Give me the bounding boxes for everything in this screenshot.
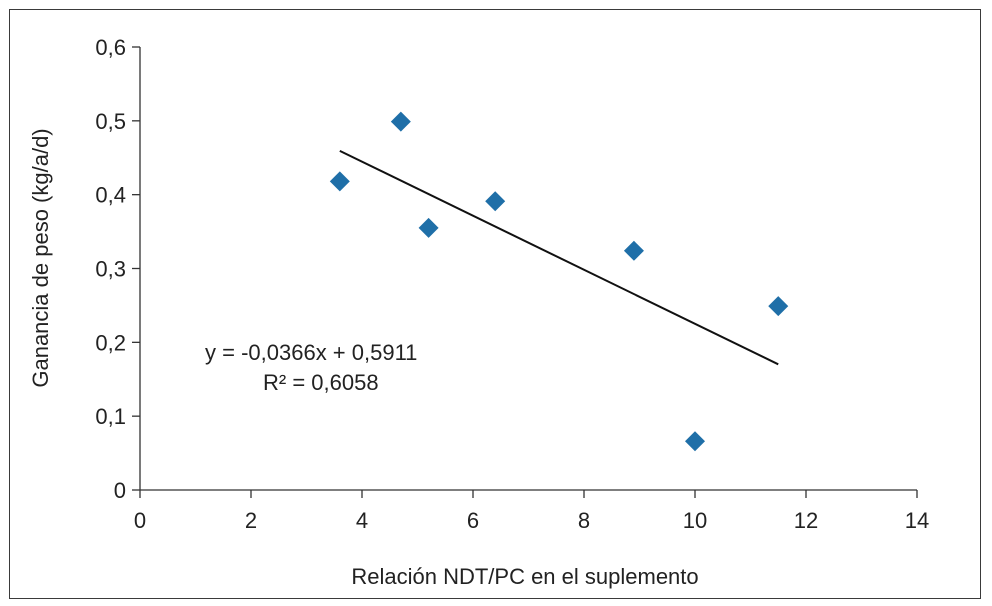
data-point <box>390 111 411 132</box>
x-ticks: 0 2 4 6 8 10 12 14 <box>134 490 929 533</box>
y-tick-label: 0,4 <box>95 183 126 208</box>
y-tick-label: 0,3 <box>95 257 126 282</box>
data-point <box>623 240 644 261</box>
y-tick-label: 0,5 <box>95 109 126 134</box>
y-tick-label: 0,6 <box>95 35 126 60</box>
x-tick-label: 8 <box>578 508 590 533</box>
y-tick-label: 0 <box>114 478 126 503</box>
x-tick-label: 14 <box>905 508 929 533</box>
data-point <box>418 217 439 238</box>
x-axis-title: Relación NDT/PC en el suplemento <box>351 564 698 589</box>
trendline <box>339 149 779 366</box>
data-point <box>685 431 705 452</box>
x-tick-label: 10 <box>683 508 707 533</box>
chart-frame <box>9 9 981 599</box>
x-tick-label: 12 <box>794 508 818 533</box>
trendline-r-squared: R² = 0,6058 <box>263 370 379 395</box>
axes <box>139 47 917 491</box>
data-point <box>768 296 789 317</box>
trendline-equation: y = -0,0366x + 0,5911 <box>205 340 417 365</box>
x-tick-label: 6 <box>467 508 479 533</box>
x-tick-label: 2 <box>245 508 257 533</box>
y-axis-title: Ganancia de peso (kg/a/d) <box>28 128 53 387</box>
data-point <box>329 171 350 192</box>
x-tick-label: 0 <box>134 508 146 533</box>
y-ticks: 0 0,1 0,2 0,3 0,4 0,5 0,6 <box>95 35 140 503</box>
y-tick-label: 0,1 <box>95 404 126 429</box>
data-points <box>329 111 789 452</box>
data-point <box>485 191 506 212</box>
x-tick-label: 4 <box>356 508 368 533</box>
y-tick-label: 0,2 <box>95 330 126 355</box>
